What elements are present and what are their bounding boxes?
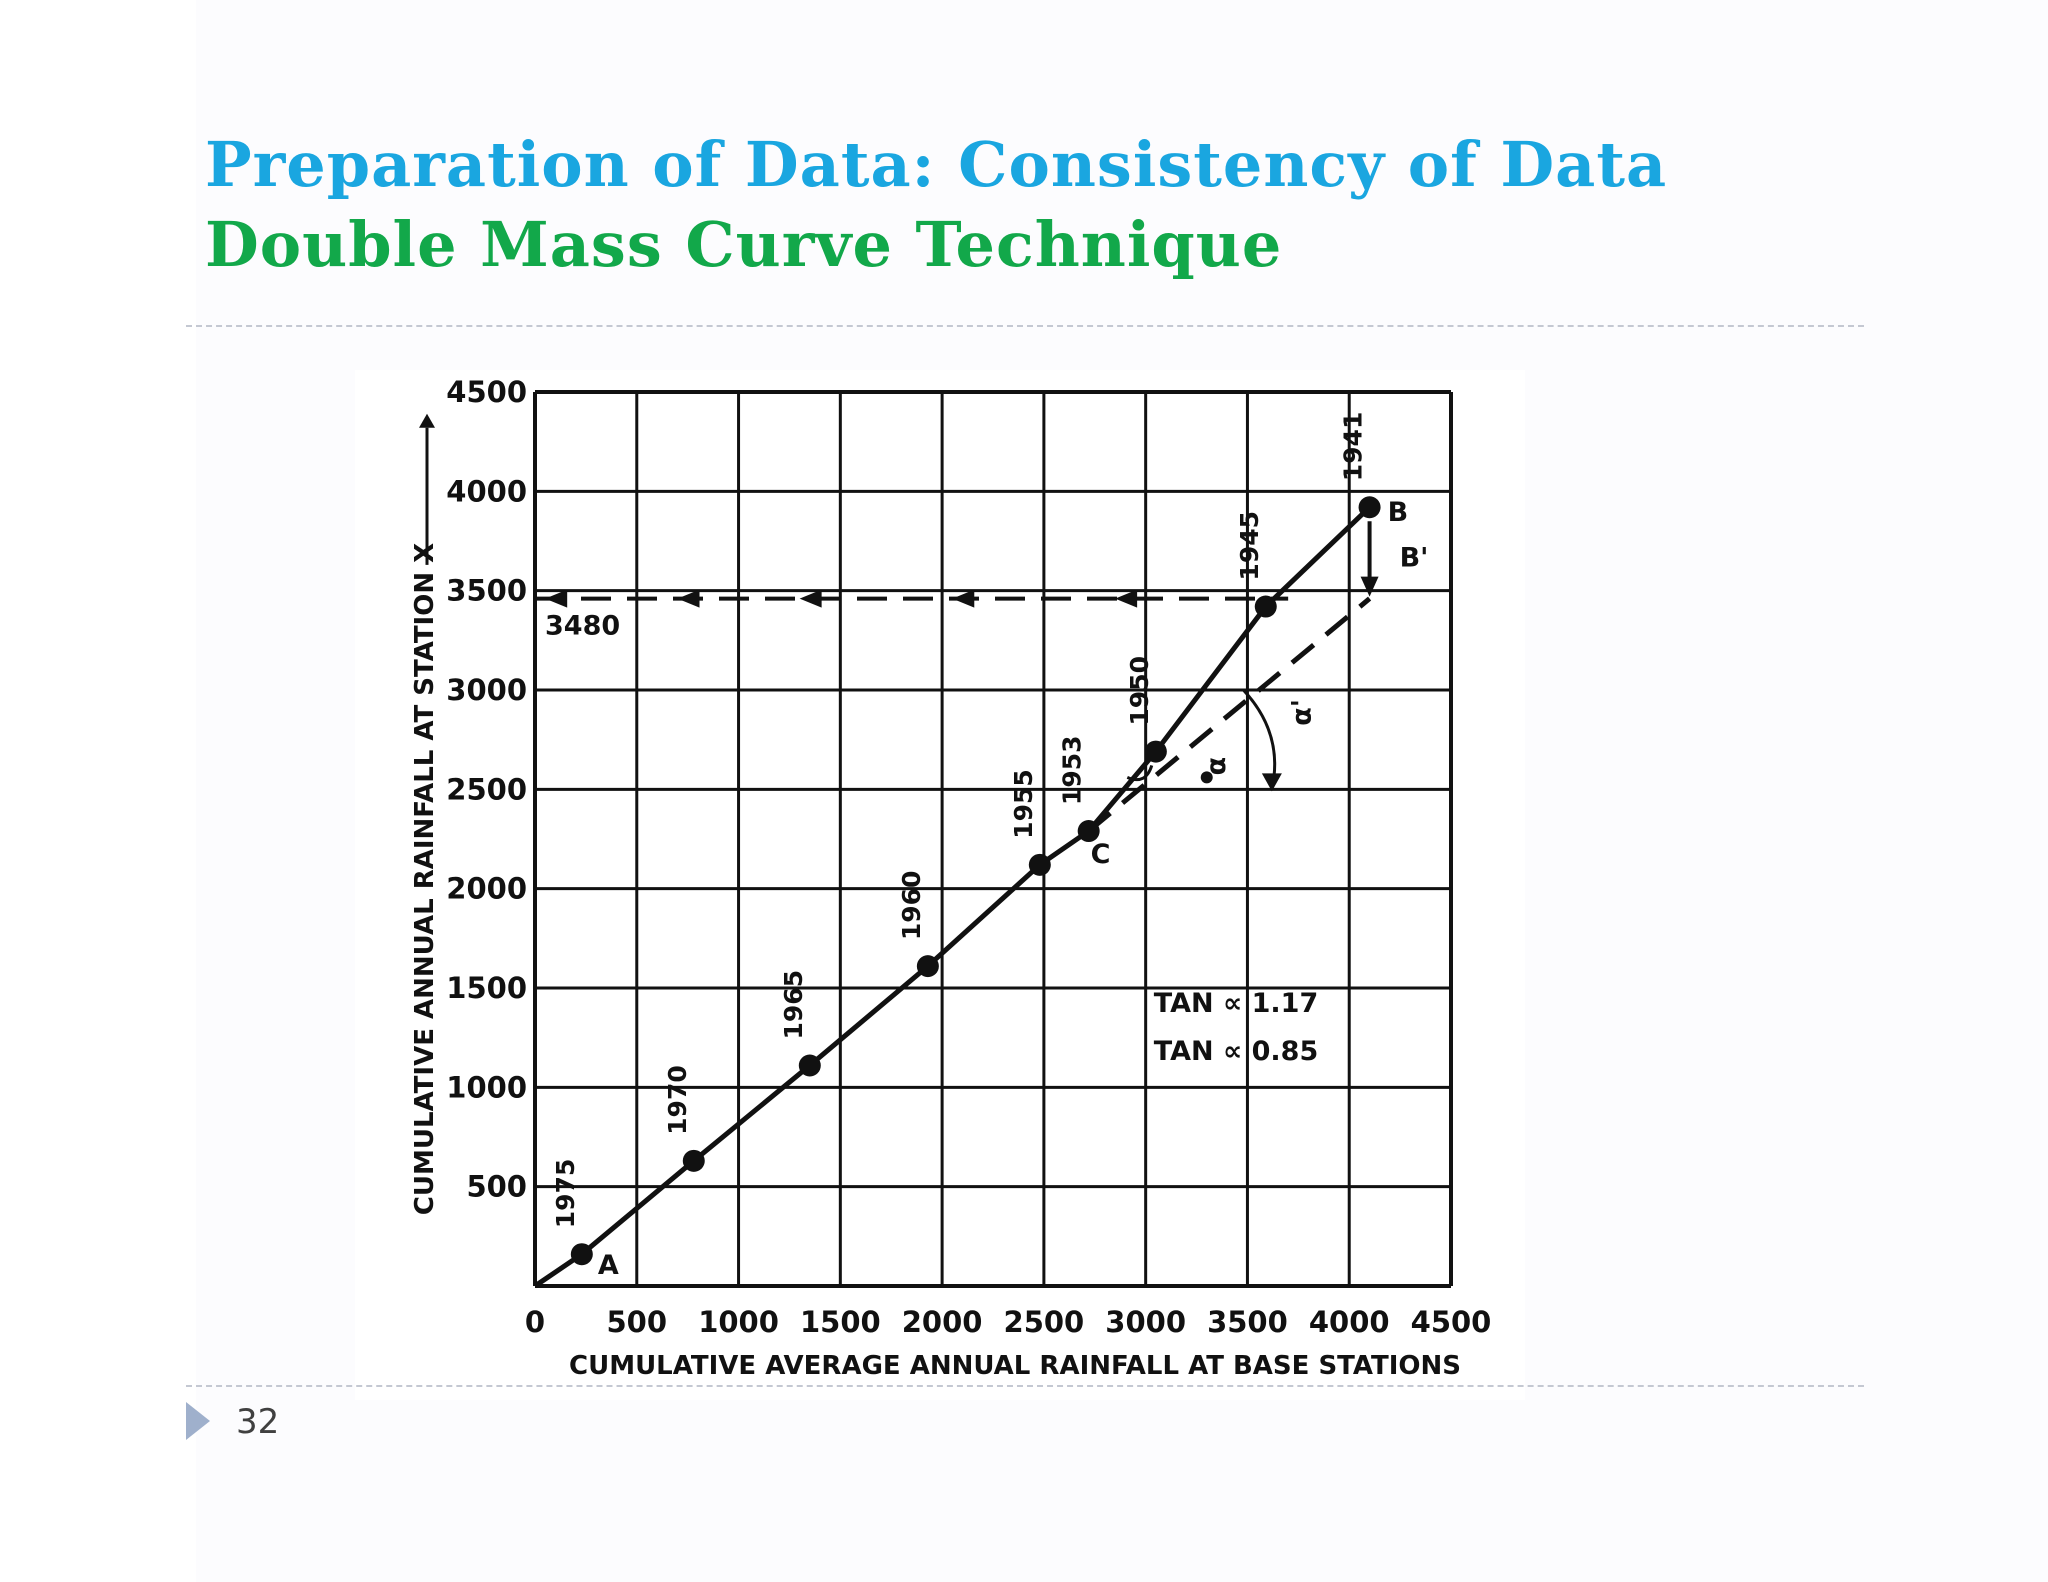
x-tick-label: 4000 bbox=[1309, 1305, 1390, 1339]
y-tick-label: 4500 bbox=[446, 375, 527, 409]
year-label: 1950 bbox=[1125, 656, 1154, 726]
year-label: 1965 bbox=[779, 970, 808, 1040]
data-point bbox=[1358, 496, 1381, 519]
reference-arrow-icon bbox=[1115, 589, 1138, 608]
year-label: 1953 bbox=[1058, 735, 1087, 805]
footer-arrow-icon bbox=[186, 1402, 210, 1440]
y-tick-label: 4000 bbox=[446, 474, 527, 508]
y-tick-label: 1000 bbox=[446, 1070, 527, 1104]
point-label: B bbox=[1388, 497, 1409, 528]
reference-value-label: 3480 bbox=[545, 611, 620, 642]
point-label: C bbox=[1091, 839, 1111, 870]
y-tick-label: 3500 bbox=[446, 574, 527, 608]
x-axis-label: CUMULATIVE AVERAGE ANNUAL RAINFALL AT BA… bbox=[569, 1351, 1461, 1381]
x-tick-label: 500 bbox=[607, 1305, 668, 1339]
y-axis-arrow-icon bbox=[419, 413, 435, 428]
correction-arrow-icon bbox=[1360, 576, 1379, 597]
point-label: A bbox=[598, 1250, 619, 1281]
point-label: B' bbox=[1400, 543, 1429, 574]
header-divider bbox=[186, 325, 1864, 327]
year-label: 1945 bbox=[1235, 511, 1264, 581]
y-tick-label: 2000 bbox=[446, 872, 527, 906]
tan-annotation: TAN ∝ 1.17 bbox=[1154, 988, 1318, 1019]
x-tick-label: 3500 bbox=[1207, 1305, 1288, 1339]
year-label: 1960 bbox=[897, 871, 926, 941]
data-point bbox=[1077, 820, 1100, 843]
angle-alpha-prime-label: α' bbox=[1287, 699, 1318, 726]
slide-title: Preparation of Data: Consistency of Data bbox=[205, 128, 1668, 201]
x-tick-label: 1500 bbox=[800, 1305, 881, 1339]
year-label: 1955 bbox=[1009, 769, 1038, 839]
tan-annotation: TAN ∝ 0.85 bbox=[1154, 1036, 1318, 1067]
angle-alpha-label: α bbox=[1201, 757, 1232, 776]
data-point bbox=[1254, 595, 1277, 618]
data-point bbox=[682, 1149, 705, 1172]
data-point bbox=[916, 955, 939, 978]
y-tick-label: 1500 bbox=[446, 971, 527, 1005]
year-label: 1975 bbox=[551, 1159, 580, 1229]
x-tick-label: 3000 bbox=[1105, 1305, 1186, 1339]
year-label: 1970 bbox=[663, 1065, 692, 1135]
reference-arrow-icon bbox=[799, 589, 822, 608]
data-point bbox=[1028, 853, 1051, 876]
x-tick-label: 0 bbox=[525, 1305, 545, 1339]
x-tick-label: 2000 bbox=[902, 1305, 983, 1339]
x-tick-label: 4500 bbox=[1411, 1305, 1492, 1339]
adjusted-dashed-line bbox=[1087, 596, 1372, 833]
double-mass-line bbox=[580, 505, 1372, 1257]
y-axis-label: CUMULATIVE ANNUAL RAINFALL AT STATION X bbox=[410, 543, 440, 1215]
angle-alpha-arc bbox=[1126, 765, 1154, 782]
footer-divider bbox=[186, 1385, 1864, 1387]
reference-arrow-icon bbox=[545, 589, 568, 608]
data-point bbox=[798, 1054, 821, 1077]
x-tick-label: 2500 bbox=[1004, 1305, 1085, 1339]
year-label: 1941 bbox=[1339, 412, 1368, 482]
y-tick-label: 500 bbox=[466, 1170, 527, 1204]
angle-alpha-prime-arrow-icon bbox=[1261, 773, 1282, 792]
data-point bbox=[570, 1243, 593, 1266]
y-tick-label: 3000 bbox=[446, 673, 527, 707]
page-number: 32 bbox=[236, 1402, 280, 1442]
slide-subtitle: Double Mass Curve Technique bbox=[205, 208, 1283, 281]
angle-alpha-marker bbox=[1200, 771, 1213, 784]
chart-panel: 3480 α α' 1975 1970 1965 1960 1955 1953 1950 194… bbox=[355, 370, 1525, 1400]
x-tick-label: 1000 bbox=[698, 1305, 779, 1339]
reference-arrow-icon bbox=[677, 589, 700, 608]
reference-arrow-icon bbox=[952, 589, 975, 608]
y-tick-label: 2500 bbox=[446, 772, 527, 806]
data-point bbox=[1144, 740, 1167, 763]
double-mass-curve-chart: 3480 α α' 1975 1970 1965 1960 1955 1953 1950 194… bbox=[410, 375, 1492, 1381]
